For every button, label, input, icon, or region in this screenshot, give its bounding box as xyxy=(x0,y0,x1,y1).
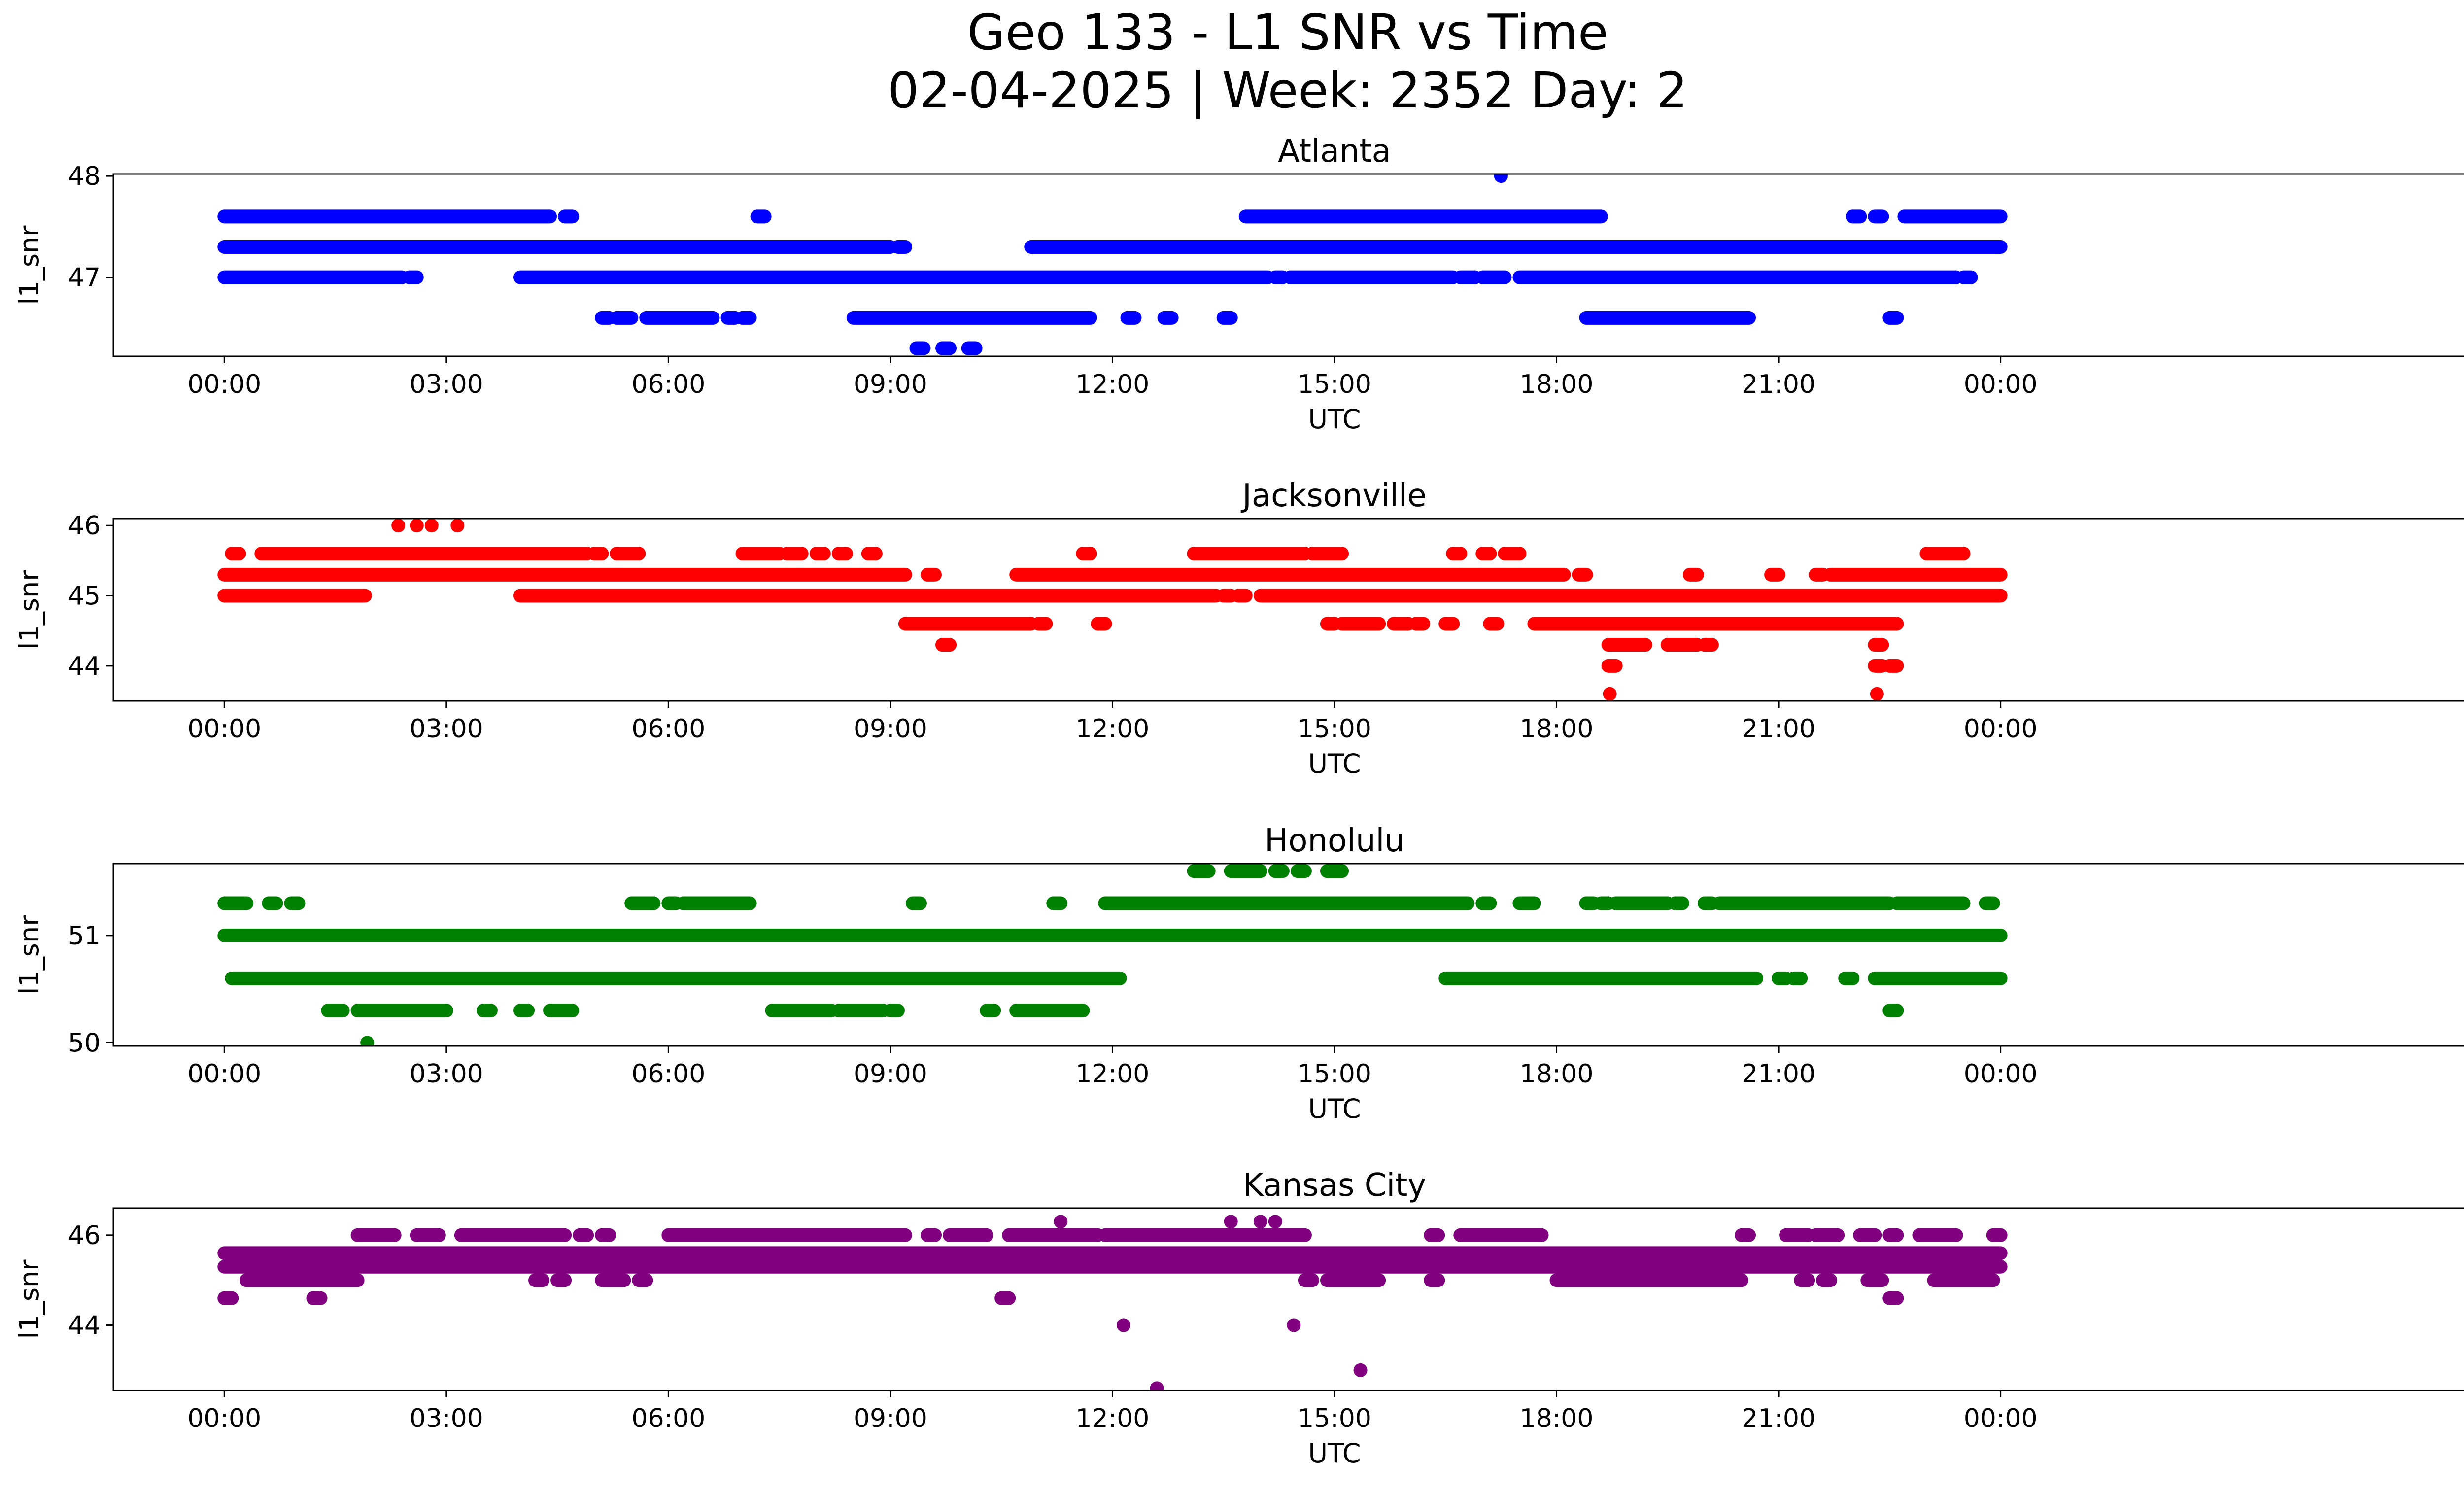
x-tick-label: 09:00 xyxy=(854,1059,927,1089)
y-tick-label: 46 xyxy=(68,511,101,541)
y-tick-label: 50 xyxy=(68,1028,101,1058)
x-tick-label: 06:00 xyxy=(631,1059,705,1089)
x-tick-label: 03:00 xyxy=(410,714,483,744)
subplot-title: Honolulu xyxy=(1265,823,1404,859)
x-tick-label: 09:00 xyxy=(854,714,927,744)
data-point xyxy=(360,1036,375,1046)
data-point xyxy=(1150,1381,1164,1391)
subplot-title: Atlanta xyxy=(1278,133,1391,170)
y-tick-label: 48 xyxy=(68,162,101,191)
x-tick-label: 00:00 xyxy=(187,370,261,399)
x-tick-label: 21:00 xyxy=(1742,1059,1815,1089)
x-tick-label: 00:00 xyxy=(1964,714,2038,744)
x-axis-label: UTC xyxy=(1308,404,1361,435)
x-tick-label: 12:00 xyxy=(1076,370,1150,399)
x-tick-label: 03:00 xyxy=(410,1059,483,1089)
data-point xyxy=(1116,1318,1130,1332)
x-tick-label: 21:00 xyxy=(1742,1404,1815,1433)
y-tick-label: 45 xyxy=(68,582,101,611)
subplot-panels: Atlanta 00:00 03:00 06:00 09:00 12:00 15:00 18:… xyxy=(14,133,2464,1469)
x-tick-label: 03:00 xyxy=(410,370,483,399)
y-tick-label: 47 xyxy=(68,263,101,293)
x-axis-label: UTC xyxy=(1308,748,1361,779)
x-tick-label: 18:00 xyxy=(1520,714,1594,744)
x-tick-label: 00:00 xyxy=(187,714,261,744)
data-point xyxy=(1353,1363,1368,1377)
x-tick-label: 09:00 xyxy=(854,370,927,399)
x-tick-label: 06:00 xyxy=(631,1404,705,1433)
x-tick-label: 15:00 xyxy=(1298,714,1371,744)
data-point xyxy=(1494,174,1508,183)
figure-title-line1: Geo 133 - L1 SNR vs Time xyxy=(967,3,1608,61)
x-tick-label: 06:00 xyxy=(631,370,705,399)
subplot-title: Kansas City xyxy=(1243,1167,1426,1204)
data-point xyxy=(424,519,439,533)
data-point xyxy=(391,519,406,533)
x-tick-label: 18:00 xyxy=(1520,1059,1594,1089)
x-tick-label: 03:00 xyxy=(410,1404,483,1433)
y-tick-label: 44 xyxy=(68,652,101,681)
data-point xyxy=(1603,687,1617,701)
subplot-title: Jacksonville xyxy=(1240,478,1427,514)
y-tick-label: 51 xyxy=(68,921,101,951)
x-tick-label: 12:00 xyxy=(1076,1059,1150,1089)
scatter-points xyxy=(217,174,2008,355)
x-tick-label: 00:00 xyxy=(1964,370,2038,399)
data-point xyxy=(1268,1215,1282,1229)
data-point xyxy=(450,519,465,533)
x-tick-label: 00:00 xyxy=(1964,1404,2038,1433)
x-tick-label: 15:00 xyxy=(1298,1404,1371,1433)
x-axis-label: UTC xyxy=(1308,1093,1361,1124)
scatter-points xyxy=(217,519,2008,701)
subplot-1: Jacksonville 00:00 03:00 06:00 09:00 12:00 15:… xyxy=(14,478,2464,779)
data-point xyxy=(1054,1215,1068,1229)
x-tick-label: 18:00 xyxy=(1520,1404,1594,1433)
scatter-points xyxy=(217,1215,2008,1391)
y-axis-label: l1_snr xyxy=(14,225,45,305)
figure-title-line2: 02-04-2025 | Week: 2352 Day: 2 xyxy=(888,62,1687,119)
x-tick-label: 00:00 xyxy=(1964,1059,2038,1089)
x-tick-label: 18:00 xyxy=(1520,370,1594,399)
y-tick-label: 46 xyxy=(68,1221,101,1251)
subplot-0: Atlanta 00:00 03:00 06:00 09:00 12:00 15:00 18:… xyxy=(14,133,2464,435)
subplot-3: Kansas City 00:00 03:00 06:00 09:00 12:00 15:0… xyxy=(14,1167,2464,1469)
x-tick-label: 09:00 xyxy=(854,1404,927,1433)
x-tick-label: 12:00 xyxy=(1076,714,1150,744)
scatter-points xyxy=(217,864,2008,1046)
y-axis-label: l1_snr xyxy=(14,570,45,650)
x-tick-label: 15:00 xyxy=(1298,370,1371,399)
data-point xyxy=(1870,687,1884,701)
x-tick-label: 15:00 xyxy=(1298,1059,1371,1089)
y-axis-label: l1_snr xyxy=(14,1259,45,1339)
y-axis-label: l1_snr xyxy=(14,915,45,995)
data-point xyxy=(410,519,424,533)
x-tick-label: 21:00 xyxy=(1742,370,1815,399)
x-tick-label: 00:00 xyxy=(187,1059,261,1089)
x-tick-label: 00:00 xyxy=(187,1404,261,1433)
x-tick-label: 06:00 xyxy=(631,714,705,744)
data-point xyxy=(1287,1318,1301,1332)
data-point xyxy=(1253,1215,1267,1229)
x-tick-label: 21:00 xyxy=(1742,714,1815,744)
x-tick-label: 12:00 xyxy=(1076,1404,1150,1433)
x-axis-label: UTC xyxy=(1308,1438,1361,1469)
subplot-2: Honolulu 00:00 03:00 06:00 09:00 12:00 15:00 18… xyxy=(14,823,2464,1124)
y-tick-label: 44 xyxy=(68,1311,101,1341)
data-point xyxy=(1224,1215,1238,1229)
